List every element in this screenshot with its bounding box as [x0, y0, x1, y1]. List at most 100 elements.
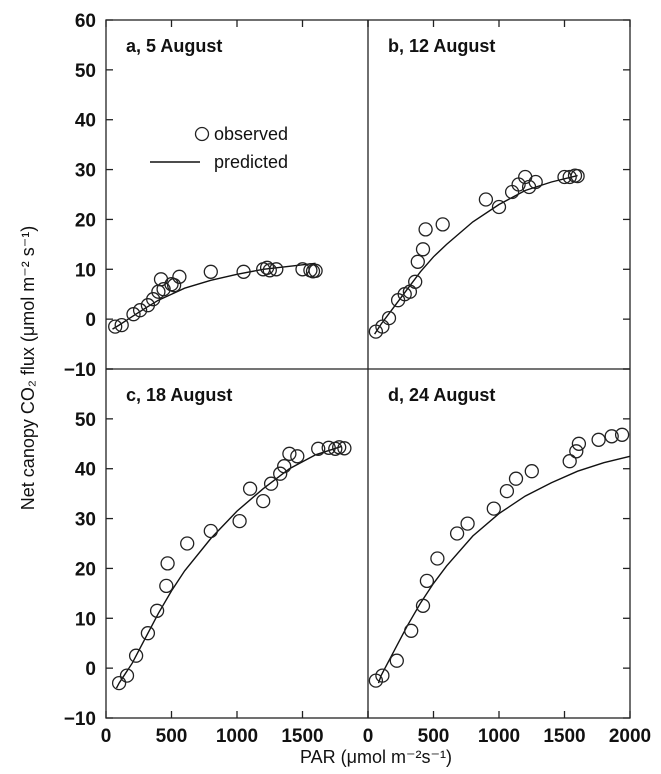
observed-point [337, 441, 352, 456]
observed-point [499, 483, 515, 499]
y-tick-label-bottom: 10 [75, 609, 96, 630]
panel-a: a, 5 August [108, 36, 323, 334]
observed-point [277, 459, 292, 474]
panel-title: b, 12 August [388, 36, 495, 56]
predicted-curve [374, 174, 578, 335]
observed-point [562, 454, 577, 469]
x-tick-label: 0 [363, 726, 374, 747]
y-tick-label-top: 30 [75, 161, 96, 182]
x-axis-title: PAR (μmol m⁻²s⁻¹) [300, 747, 452, 767]
y-tick-label-bottom: 50 [75, 410, 96, 431]
observed-point [119, 668, 135, 683]
observed-point [404, 623, 419, 638]
observed-point [418, 222, 433, 237]
y-tick-label-bottom: 0 [85, 659, 96, 680]
x-tick-label: 500 [418, 726, 450, 747]
observed-point [232, 513, 247, 529]
panel-title: a, 5 August [126, 36, 222, 56]
observed-point [132, 303, 148, 318]
y-tick-label-bottom: −10 [64, 709, 96, 730]
panel-title: d, 24 August [388, 385, 495, 405]
observed-point [236, 264, 251, 279]
observed-point [159, 578, 174, 594]
observed-point [172, 269, 187, 284]
observed-point [415, 242, 431, 257]
observed-point [389, 653, 404, 668]
observed-point [604, 429, 619, 444]
observed-point [460, 516, 475, 531]
x-tick-label: 500 [156, 726, 188, 747]
observed-point [570, 168, 585, 184]
observed-point [491, 199, 507, 215]
observed-point [262, 263, 277, 278]
predicted-curve [115, 445, 343, 689]
observed-point [614, 427, 630, 442]
observed-point [435, 217, 450, 232]
y-axis-title: Net canopy CO₂ flux (μmol m⁻² s⁻¹) [18, 226, 38, 510]
observed-point [290, 449, 305, 464]
y-tick-label-top: 50 [75, 61, 96, 82]
observed-point [321, 440, 336, 455]
observed-point [410, 254, 425, 269]
y-tick-label-top: 0 [85, 310, 96, 331]
observed-point [419, 573, 435, 589]
panel-c: c, 18 August [111, 385, 352, 691]
legend-observed-marker [194, 126, 210, 142]
y-tick-label-bottom: 30 [75, 510, 96, 531]
observed-point [263, 476, 279, 491]
observed-point [486, 501, 501, 516]
observed-point [128, 648, 144, 663]
observed-point [308, 263, 323, 278]
panel-title: c, 18 August [126, 385, 232, 405]
observed-point [415, 598, 431, 613]
observed-point [591, 432, 606, 447]
observed-point [156, 282, 171, 297]
observed-point [146, 292, 161, 307]
observed-point [149, 603, 165, 618]
observed-point [166, 278, 182, 293]
observed-point [160, 556, 175, 571]
observed-point [108, 319, 123, 334]
legend-predicted-label: predicted [214, 152, 288, 172]
observed-point [311, 441, 326, 456]
observed-point [111, 675, 127, 691]
observed-point [408, 274, 423, 289]
x-tick-label: 0 [101, 726, 112, 747]
observed-point [180, 536, 195, 551]
observed-point [524, 464, 539, 479]
y-tick-label-bottom: 40 [75, 460, 96, 481]
observed-point [528, 174, 543, 190]
panel-b: b, 12 August [368, 36, 585, 339]
observed-point [282, 446, 297, 461]
legend-observed-label: observed [214, 124, 288, 144]
observed-point [242, 481, 258, 496]
y-tick-label-top: −10 [64, 360, 96, 381]
x-tick-label: 1500 [281, 726, 323, 747]
observed-point [332, 440, 347, 455]
panels: a, 5 August b, 12 August c, 18 August d, 24… [108, 36, 631, 691]
axis-ticks [105, 19, 631, 719]
observed-point [203, 264, 218, 279]
observed-point [571, 436, 587, 451]
observed-point [256, 493, 271, 509]
y-tick-label-top: 10 [75, 260, 96, 281]
y-tick-label-top: 60 [75, 11, 96, 32]
panel-frames [105, 19, 631, 719]
observed-point [508, 471, 524, 486]
observed-point [562, 169, 577, 185]
observed-point [259, 260, 275, 275]
x-tick-label: 2000 [609, 726, 651, 747]
observed-point [375, 668, 390, 683]
observed-point [269, 262, 284, 277]
predicted-curve [377, 455, 631, 684]
x-tick-label: 1500 [543, 726, 585, 747]
observed-point [569, 444, 584, 459]
observed-point [478, 192, 494, 207]
x-tick-label: 1000 [478, 726, 520, 747]
y-tick-label-top: 40 [75, 111, 96, 132]
panel-d: d, 24 August [368, 385, 631, 688]
observed-point [114, 317, 129, 333]
observed-point [381, 310, 397, 326]
observed-point [430, 551, 445, 566]
